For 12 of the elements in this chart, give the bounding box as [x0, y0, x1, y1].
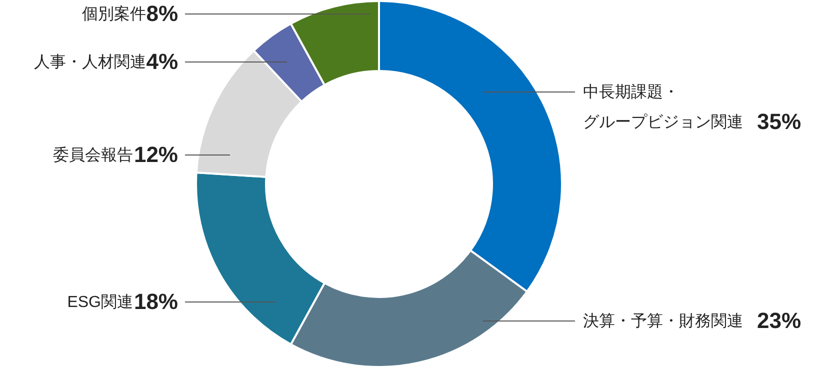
data-label: 4%: [146, 49, 178, 74]
slice-label: 個別案件: [82, 5, 146, 23]
data-label: 35%: [757, 109, 802, 134]
slice-label: 決算・予算・財務関連: [583, 312, 743, 330]
data-label: 8%: [146, 1, 178, 26]
slice-label: 委員会報告: [53, 146, 133, 164]
slice-label: 中長期課題・グループビジョン関連: [583, 83, 743, 131]
slice-label: ESG関連: [67, 293, 133, 311]
data-label: 18%: [134, 289, 178, 314]
data-label: 23%: [757, 308, 802, 333]
data-label: 12%: [134, 142, 178, 167]
slice-label: 人事・人材関連: [34, 53, 146, 71]
